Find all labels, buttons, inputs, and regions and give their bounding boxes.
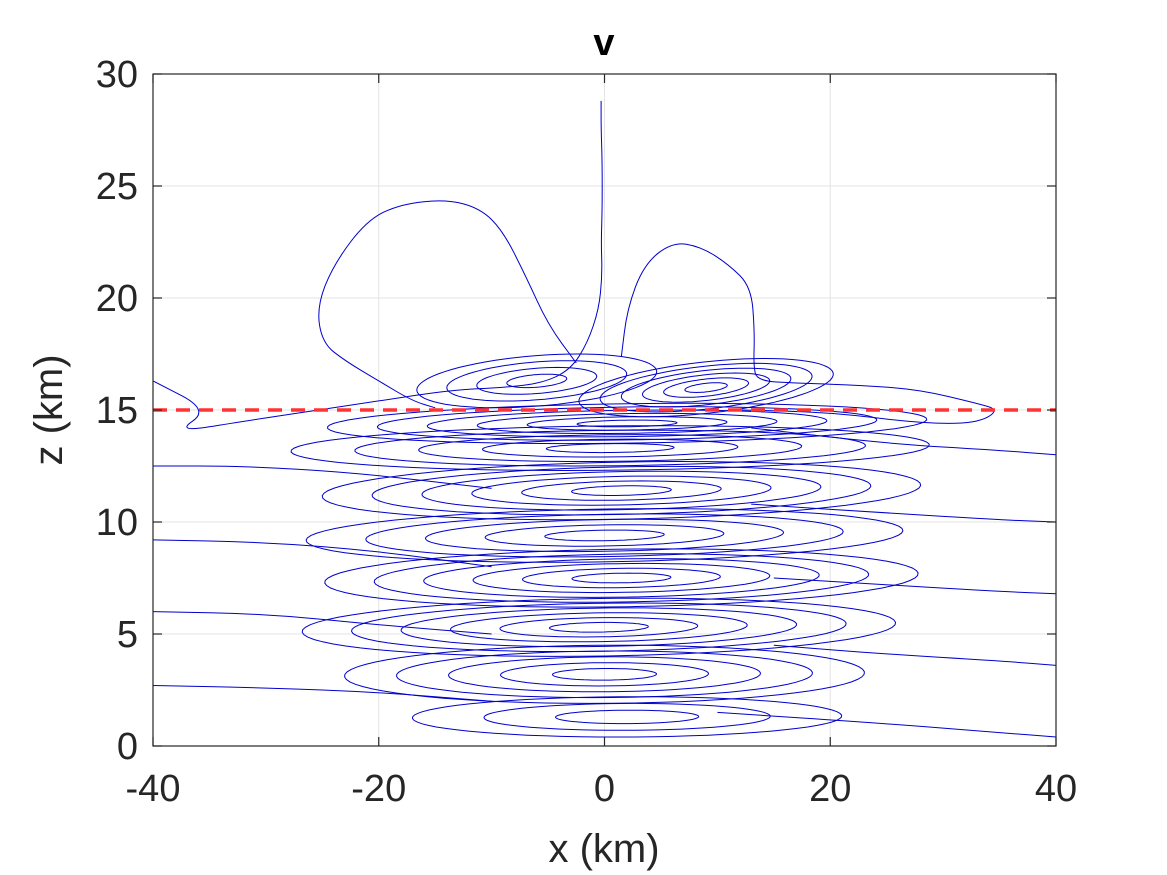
y-tick-label: 10: [96, 502, 138, 544]
contour-line: [423, 558, 820, 598]
y-tick-label: 15: [96, 390, 138, 432]
contour-line-outer: [152, 100, 603, 430]
contour-line: [418, 434, 803, 462]
contour-line: [571, 485, 672, 496]
contour-line: [544, 529, 665, 542]
contour-line-outer: [152, 611, 492, 635]
contour-line: [448, 656, 761, 693]
contour-line-outer: [152, 539, 492, 568]
contour-line: [354, 429, 866, 467]
x-tick-label: 40: [1035, 768, 1077, 810]
contour-line: [551, 668, 658, 681]
contour-line: [555, 709, 700, 725]
contour-line: [471, 475, 772, 506]
contour-line: [326, 402, 928, 445]
contour-line: [305, 508, 904, 563]
contour-line: [499, 662, 710, 687]
contour-line: [526, 416, 728, 431]
contour-line: [365, 513, 844, 558]
contour-lines: [152, 100, 1057, 738]
x-tick-label: -40: [126, 768, 181, 810]
contour-line: [663, 377, 749, 398]
contour-line: [642, 372, 771, 403]
contour-line: [321, 460, 922, 521]
contour-line: [371, 465, 872, 516]
contour-line-outer: [620, 243, 995, 424]
x-tick-label: 20: [809, 768, 851, 810]
contour-line: [481, 438, 739, 458]
y-tick-label: 30: [96, 54, 138, 96]
contour-line: [571, 572, 672, 584]
contour-line: [424, 518, 785, 553]
contour-line: [421, 470, 822, 511]
contour-line: [400, 607, 798, 648]
contour-line: [521, 480, 722, 501]
contour-line: [484, 524, 725, 547]
x-tick-label: 0: [594, 768, 615, 810]
contour-line-outer: [773, 577, 1057, 595]
contour-line-outer: [751, 427, 1057, 456]
chart-title: v: [593, 22, 614, 64]
contour-line-outer: [751, 503, 1057, 523]
contour-line: [578, 357, 834, 418]
y-tick-label: 0: [117, 726, 138, 768]
y-axis-label: z (km): [27, 354, 71, 465]
contour-line: [396, 650, 813, 699]
contour-line: [416, 353, 658, 409]
contour-line: [426, 409, 828, 438]
contour-line: [351, 602, 847, 652]
y-tick-label: 20: [96, 278, 138, 320]
contour-line: [446, 360, 628, 402]
contour-line: [301, 597, 897, 657]
contour-line: [545, 443, 675, 454]
contour-line: [324, 548, 919, 608]
contour-line: [476, 412, 778, 434]
contour-line: [576, 419, 678, 428]
contour-line-outer: [153, 465, 492, 489]
contour-line: [548, 621, 649, 633]
y-tick-label: 25: [96, 166, 138, 208]
contour-line: [290, 425, 930, 472]
contour-line-outer: [717, 711, 1057, 738]
contour-line-outer: [318, 200, 577, 409]
contour-line: [472, 562, 771, 594]
x-tick-label: -20: [351, 768, 406, 810]
contour-line: [499, 617, 699, 638]
contour-line-outer: [152, 685, 492, 702]
y-tick-label: 5: [117, 614, 138, 656]
contour-line: [449, 612, 748, 643]
contour-line: [483, 702, 771, 731]
contour-line: [521, 567, 721, 589]
contour-line-outer: [773, 644, 1057, 666]
contour-line: [476, 366, 598, 395]
contour-line: [344, 644, 865, 704]
axis-ticks: -40 -20 0 20 40 0 5 10 15 20 25 30: [96, 54, 1077, 810]
contour-line: [684, 382, 728, 394]
contour-line: [373, 553, 870, 603]
contour-line: [620, 367, 792, 408]
x-axis-label: x (km): [548, 827, 659, 871]
contour-line: [376, 406, 878, 441]
contour-line: [411, 696, 843, 738]
